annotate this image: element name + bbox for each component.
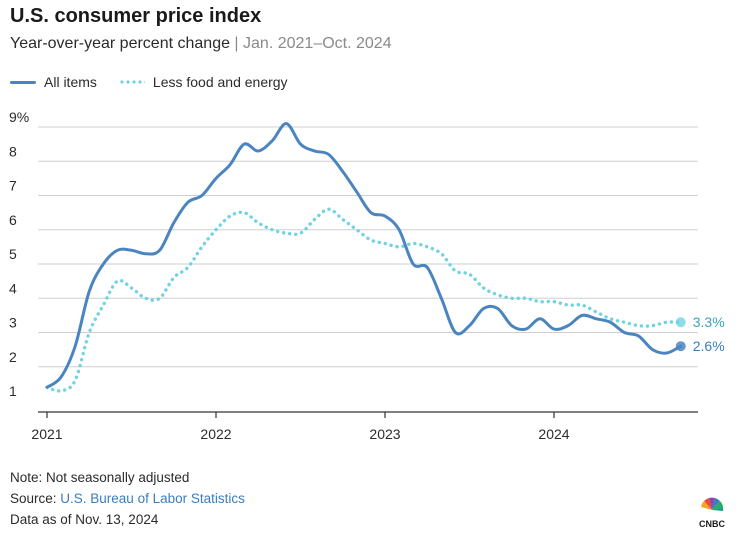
legend-label-core: Less food and energy xyxy=(152,74,288,90)
subtitle-main: Year-over-year percent change xyxy=(10,35,230,52)
x-tick-label: 2023 xyxy=(369,426,400,442)
end-label-core: 3.3% xyxy=(693,314,725,330)
x-tick-label: 2024 xyxy=(538,426,569,442)
footnote: Note: Not seasonally adjusted xyxy=(10,470,190,485)
end-label-all-items: 2.6% xyxy=(693,338,725,354)
series-line-core xyxy=(45,207,683,393)
data-date: Data as of Nov. 13, 2024 xyxy=(10,512,159,527)
subtitle-separator: | xyxy=(229,35,244,52)
y-tick-label: 8 xyxy=(9,143,17,159)
logo-text: CNBC xyxy=(699,519,725,529)
legend-swatch-all-items xyxy=(10,80,36,84)
source-line: Source: U.S. Bureau of Labor Statistics xyxy=(10,491,245,506)
legend-swatch-core xyxy=(118,80,145,84)
chart-subtitle: Year-over-year percent change | Jan. 202… xyxy=(10,35,392,53)
y-tick-label: 5 xyxy=(9,246,17,262)
legend-item-all-items: All items xyxy=(10,74,97,90)
y-tick-label: 1 xyxy=(9,383,17,399)
y-tick-label: 6 xyxy=(9,212,17,228)
y-tick-label: 3 xyxy=(9,315,17,331)
legend-label-all-items: All items xyxy=(44,74,97,90)
subtitle-date-range: Jan. 2021–Oct. 2024 xyxy=(243,35,392,52)
source-link[interactable]: U.S. Bureau of Labor Statistics xyxy=(60,491,245,506)
cnbc-logo: CNBC xyxy=(699,497,725,529)
y-tick-label: 4 xyxy=(9,280,17,296)
source-prefix: Source: xyxy=(10,491,61,506)
y-tick-label: 9% xyxy=(9,109,29,125)
x-tick-label: 2021 xyxy=(31,426,62,442)
cpi-line-chart: 1 2 3 4 5 6 7 8 9% 2021 2022 2023 2024 3.3% 2.6% xyxy=(9,109,725,442)
x-tick-label: 2022 xyxy=(200,426,231,442)
end-point-core xyxy=(675,317,686,328)
series-line-all-items xyxy=(45,122,683,389)
chart-legend: All items Less food and energy xyxy=(10,74,310,90)
legend-item-core: Less food and energy xyxy=(118,74,288,90)
y-tick-label: 2 xyxy=(9,349,17,365)
y-tick-label: 7 xyxy=(9,178,17,194)
end-point-all-items xyxy=(675,341,686,352)
chart-title: U.S. consumer price index xyxy=(10,5,262,27)
